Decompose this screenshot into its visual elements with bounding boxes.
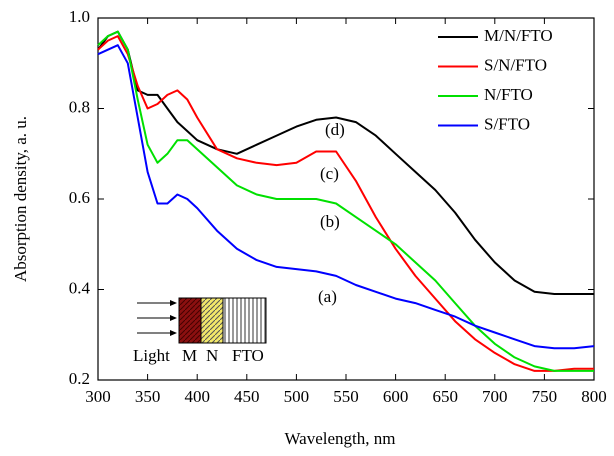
series-line: [97, 30, 594, 372]
x-axis-label: Wavelength, nm: [285, 429, 396, 448]
arrow-heads: [170, 300, 177, 336]
annotation: (d): [325, 120, 345, 139]
layer-n: [200, 297, 224, 344]
x-tick-label: 300: [85, 387, 111, 406]
inset-label: FTO: [232, 346, 264, 365]
y-tick-label: 0.2: [69, 369, 90, 388]
y-tick-label: 1.0: [69, 7, 90, 26]
series-line: [97, 30, 594, 295]
series-line: [97, 35, 594, 372]
y-tick-label: 0.6: [69, 188, 90, 207]
inset: [137, 297, 267, 344]
legend-label: M/N/FTO: [484, 26, 553, 45]
y-tick-label: 0.8: [69, 97, 90, 116]
y-tick-label: 0.4: [69, 278, 91, 297]
x-tick-label: 500: [284, 387, 310, 406]
y-axis-label: Absorption density, a. u.: [11, 116, 30, 282]
legend-label: N/FTO: [484, 85, 533, 104]
inset-label: M: [182, 346, 197, 365]
legend-label: S/N/FTO: [484, 55, 547, 74]
series-line: [97, 44, 595, 350]
x-tick-label: 450: [234, 387, 260, 406]
x-tick-label: 600: [383, 387, 409, 406]
x-tick-label: 350: [135, 387, 161, 406]
annotation: (a): [318, 287, 337, 306]
x-tick-label: 700: [482, 387, 508, 406]
layer-m: [178, 297, 202, 344]
x-tick-label: 400: [184, 387, 210, 406]
annotation: (b): [320, 212, 340, 231]
inset-label: Light: [133, 346, 170, 365]
x-tick-label: 650: [432, 387, 458, 406]
x-tick-label: 550: [333, 387, 359, 406]
x-tick-label: 800: [581, 387, 607, 406]
inset-label: N: [206, 346, 218, 365]
layer-fto: [222, 297, 267, 344]
legend-label: S/FTO: [484, 114, 530, 133]
x-tick-label: 750: [532, 387, 558, 406]
annotation: (c): [320, 164, 339, 183]
